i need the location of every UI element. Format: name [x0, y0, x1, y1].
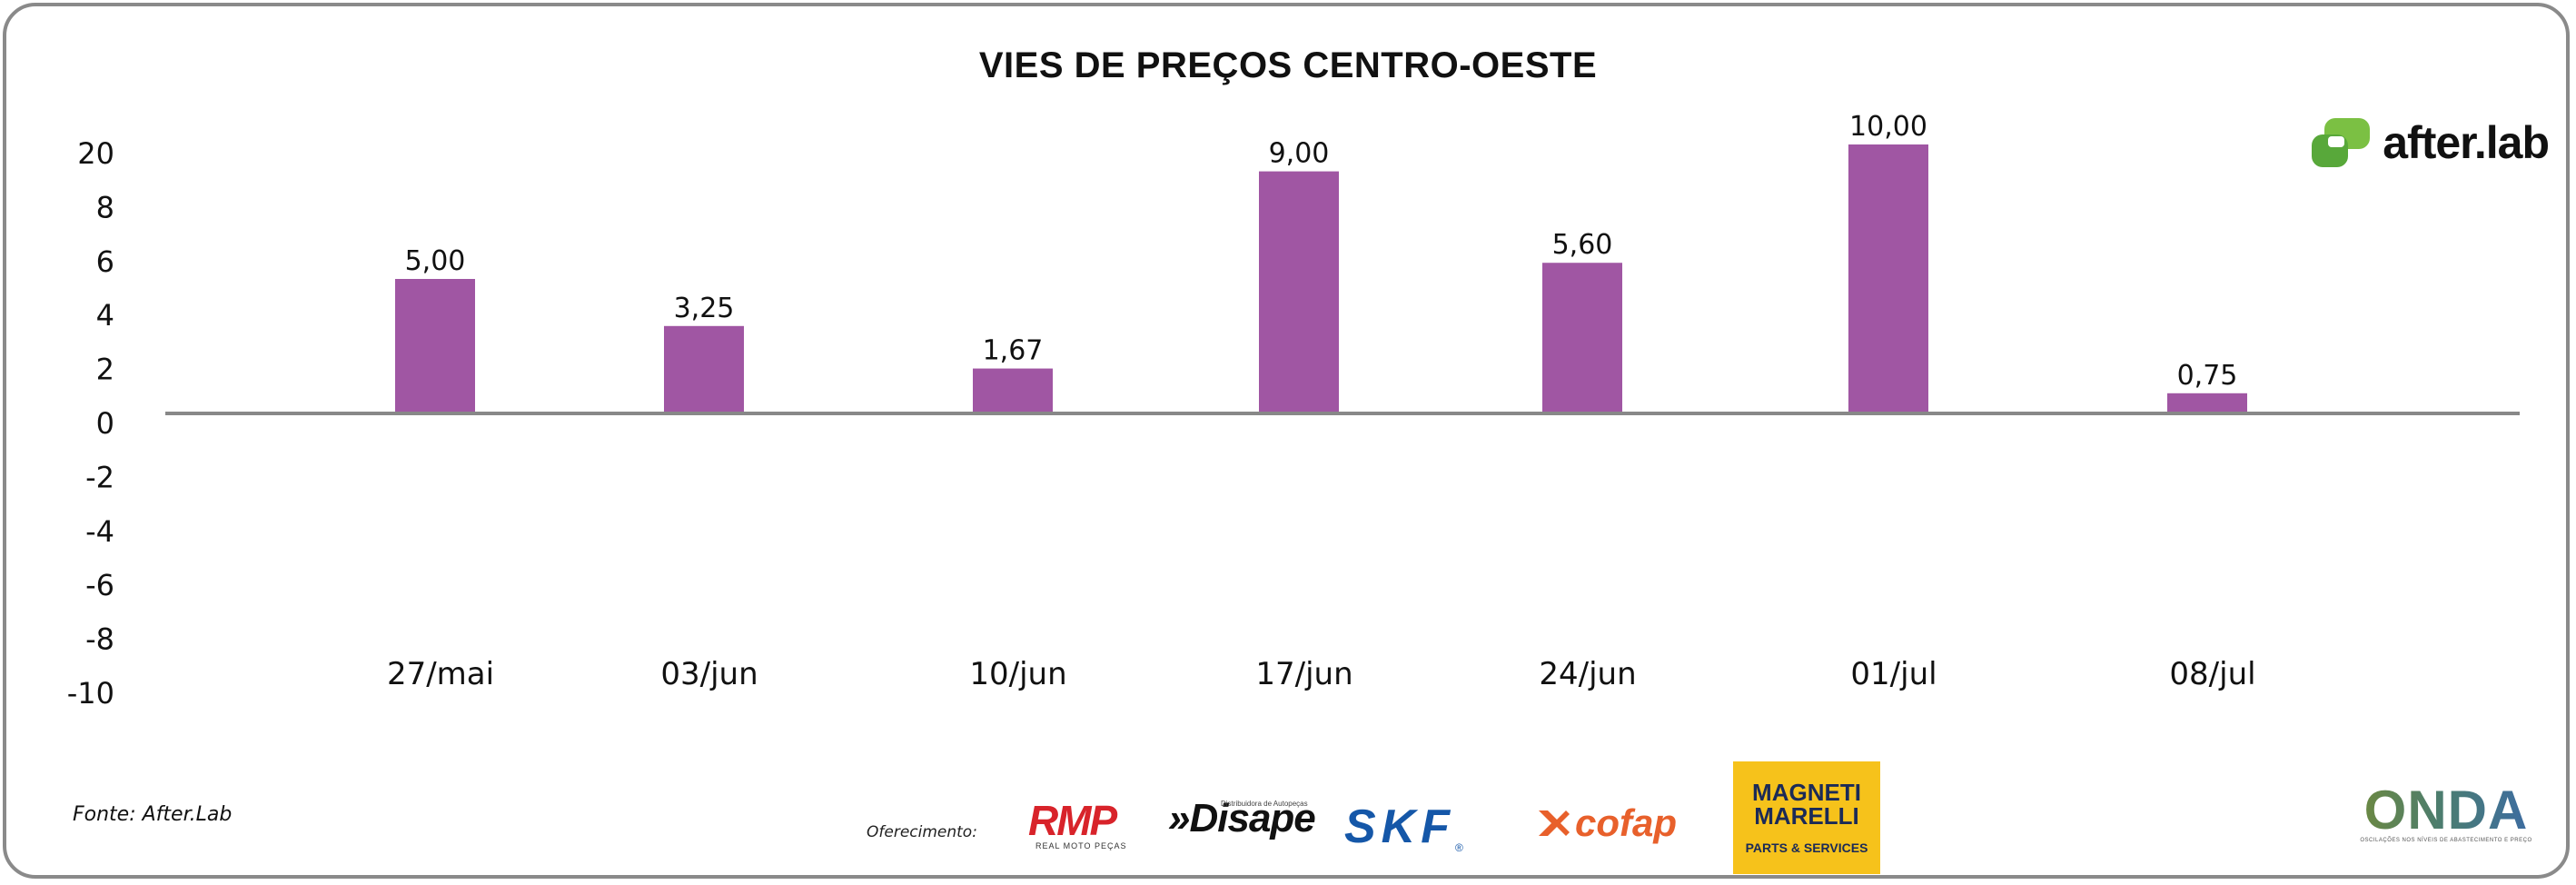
- x-tick-label: 03/jun: [660, 656, 758, 692]
- rmp-wordmark: RMP: [1028, 797, 1117, 844]
- x-axis-labels: 27/mai 03/jun 10/jun 17/jun 24/jun 01/jul 08/j…: [387, 656, 2256, 692]
- bar: [664, 325, 744, 413]
- bar: [395, 279, 475, 413]
- y-tick-label: -6: [85, 568, 114, 602]
- data-label: 5,00: [405, 245, 466, 277]
- bar: [1259, 171, 1339, 413]
- y-tick-label: 2: [96, 353, 114, 387]
- cofap-logo: cofap: [1535, 801, 1677, 845]
- after-lab-wordmark: after.lab: [2383, 117, 2550, 168]
- disape-subtitle: Distribuidora de Autopeças: [1221, 800, 1308, 808]
- y-tick-label: -2: [85, 460, 114, 494]
- x-tick-label: 08/jul: [2169, 656, 2255, 692]
- x-tick-label: 10/jun: [969, 656, 1066, 692]
- data-label: 5,60: [1552, 229, 1613, 261]
- y-tick-label: 4: [96, 298, 114, 333]
- registered-icon: ®: [1455, 841, 1463, 854]
- disape-wordmark: »Disape: [1168, 796, 1316, 840]
- after-lab-logo: after.lab: [2308, 116, 2550, 169]
- skf-logo: SKF®: [1344, 800, 1463, 854]
- y-tick-label: 0: [96, 406, 114, 441]
- y-tick-label: -4: [85, 514, 114, 549]
- bar: [973, 368, 1053, 413]
- onda-logo: ONDA OSCILAÇÕES NOS NÍVEIS DE ABASTECIME…: [2351, 783, 2541, 844]
- magneti-marelli-logo: MAGNETI MARELLI PARTS & SERVICES: [1733, 761, 1880, 874]
- disape-logo: »Disape Distribuidora de Autopeças: [1168, 796, 1316, 841]
- cofap-wordmark: cofap: [1575, 801, 1678, 844]
- x-tick-label: 27/mai: [387, 656, 494, 692]
- bar: [2167, 393, 2247, 413]
- rmp-subtitle: REAL MOTO PEÇAS: [1035, 841, 1127, 850]
- data-label: 9,00: [1269, 138, 1330, 170]
- onda-wordmark: ONDA: [2351, 783, 2541, 838]
- data-label: 10,00: [1849, 111, 1927, 143]
- data-label: 3,25: [674, 293, 735, 324]
- x-tick-label: 24/jun: [1539, 656, 1636, 692]
- x-tick-label: 01/jul: [1850, 656, 1937, 692]
- y-tick-label: -8: [85, 622, 114, 657]
- sponsor-label: Oferecimento:: [867, 823, 977, 841]
- chart-title: VIES DE PREÇOS CENTRO-OESTE: [978, 45, 1598, 85]
- magneti-wordmark: MAGNETI MARELLI: [1752, 779, 1861, 830]
- chart-frame: [3, 3, 2570, 879]
- onda-subtitle: OSCILAÇÕES NOS NÍVEIS DE ABASTECIMENTO E…: [2360, 838, 2532, 843]
- magneti-subtitle: PARTS & SERVICES: [1745, 840, 1868, 855]
- x-tick-label: 17/jun: [1255, 656, 1352, 692]
- source-note: Fonte: After.Lab: [73, 803, 233, 826]
- value-labels: 5,00 3,25 1,67 9,00 5,60 10,00 0,75: [405, 111, 2238, 392]
- bar: [1542, 263, 1622, 413]
- bar: [1848, 144, 1928, 413]
- data-label: 0,75: [2177, 360, 2238, 392]
- y-tick-label: 8: [96, 190, 114, 224]
- y-tick-label: -10: [67, 676, 114, 711]
- data-label: 1,67: [983, 335, 1044, 367]
- skf-wordmark: SKF: [1344, 800, 1455, 853]
- y-tick-label: 6: [96, 244, 114, 279]
- rmp-logo: RMP REAL MOTO PEÇAS: [1028, 800, 1146, 854]
- y-tick-label: 20: [77, 136, 114, 171]
- bars: [395, 144, 2247, 413]
- after-lab-logo-icon: [2312, 118, 2371, 167]
- cofap-x-icon: [1539, 810, 1570, 836]
